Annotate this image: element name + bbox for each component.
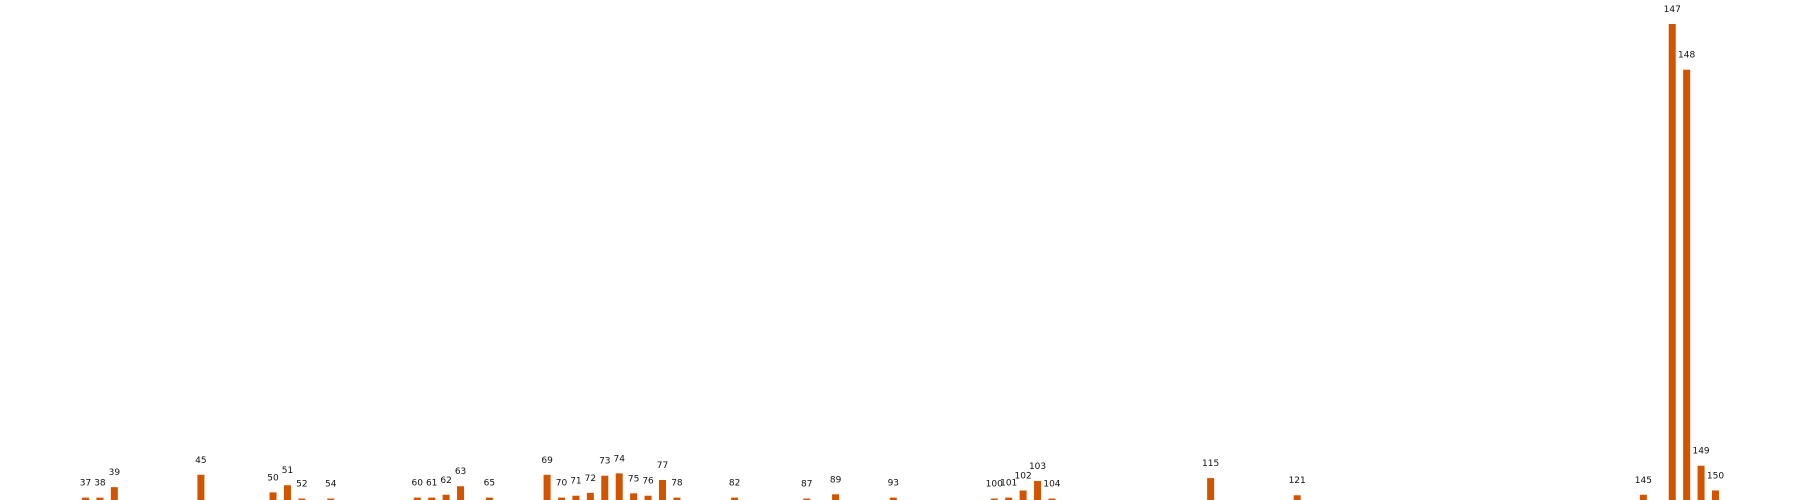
bar-101 xyxy=(1005,497,1013,500)
bar-label-72: 72 xyxy=(585,474,596,484)
bar-label-37: 37 xyxy=(80,479,91,489)
bar-102 xyxy=(1019,490,1027,500)
bar-label-38: 38 xyxy=(94,479,106,489)
bar-70 xyxy=(558,497,566,500)
bar-52 xyxy=(298,498,306,500)
bar-54 xyxy=(327,498,335,500)
bar-label-54: 54 xyxy=(325,480,337,490)
bar-label-89: 89 xyxy=(830,475,842,485)
bar-label-69: 69 xyxy=(541,456,553,466)
bar-75 xyxy=(630,493,638,500)
bar-100 xyxy=(990,498,998,500)
bar-label-71: 71 xyxy=(570,477,581,487)
bar-label-52: 52 xyxy=(296,480,307,490)
bar-74 xyxy=(615,473,623,500)
bar-65 xyxy=(485,497,493,500)
bar-73 xyxy=(601,475,609,500)
bar-148 xyxy=(1683,69,1691,500)
bar-label-61: 61 xyxy=(426,479,437,489)
bar-103 xyxy=(1034,480,1042,500)
bar-93 xyxy=(889,497,897,500)
bar-label-147: 147 xyxy=(1664,5,1681,15)
bar-label-65: 65 xyxy=(484,479,495,489)
bars-group xyxy=(82,24,1719,500)
bar-label-87: 87 xyxy=(801,480,812,490)
bar-115 xyxy=(1207,478,1215,500)
bar-label-100: 100 xyxy=(986,480,1003,490)
bar-label-39: 39 xyxy=(109,468,121,478)
bar-61 xyxy=(428,497,436,500)
bar-label-77: 77 xyxy=(657,461,668,471)
bar-45 xyxy=(197,474,205,500)
bar-149 xyxy=(1697,465,1705,500)
bar-label-76: 76 xyxy=(642,477,654,487)
bar-78 xyxy=(673,497,681,500)
bar-104 xyxy=(1048,498,1056,500)
bar-62 xyxy=(442,494,450,500)
bar-77 xyxy=(658,480,666,500)
bar-63 xyxy=(457,486,465,500)
bar-label-78: 78 xyxy=(671,479,683,489)
bar-label-121: 121 xyxy=(1289,476,1306,486)
bar-label-115: 115 xyxy=(1202,459,1219,469)
bar-label-51: 51 xyxy=(282,466,293,476)
bar-label-104: 104 xyxy=(1043,480,1060,490)
bar-label-103: 103 xyxy=(1029,462,1046,472)
bar-89 xyxy=(832,494,840,500)
bar-147 xyxy=(1668,24,1676,500)
bar-50 xyxy=(269,492,277,500)
bar-label-150: 150 xyxy=(1707,471,1724,481)
bar-82 xyxy=(731,497,739,500)
bar-76 xyxy=(644,495,652,500)
bar-label-62: 62 xyxy=(440,476,451,486)
bar-label-93: 93 xyxy=(888,479,899,489)
bar-label-70: 70 xyxy=(556,479,568,489)
bar-label-63: 63 xyxy=(455,467,466,477)
bar-87 xyxy=(803,498,811,500)
bar-38 xyxy=(96,497,104,500)
bar-label-73: 73 xyxy=(599,457,610,467)
bar-150 xyxy=(1712,490,1719,500)
bar-72 xyxy=(586,492,594,500)
bar-69 xyxy=(543,474,551,500)
bar-121 xyxy=(1293,495,1301,500)
bar-60 xyxy=(413,497,421,500)
bar-label-45: 45 xyxy=(195,456,206,466)
bar-label-145: 145 xyxy=(1635,476,1652,486)
bar-label-102: 102 xyxy=(1015,471,1032,481)
bar-39 xyxy=(110,487,118,500)
bar-label-60: 60 xyxy=(412,479,424,489)
bar-37 xyxy=(82,497,89,500)
bar-71 xyxy=(572,495,580,500)
bar-label-74: 74 xyxy=(613,454,625,464)
bar-label-149: 149 xyxy=(1692,447,1709,457)
bar-label-148: 148 xyxy=(1678,51,1695,61)
bar-label-82: 82 xyxy=(729,479,740,489)
bar-label-50: 50 xyxy=(267,473,279,483)
bar-145 xyxy=(1639,494,1647,500)
bar-label-75: 75 xyxy=(628,474,639,484)
bar-51 xyxy=(283,485,291,500)
bar-label-101: 101 xyxy=(1000,479,1017,489)
